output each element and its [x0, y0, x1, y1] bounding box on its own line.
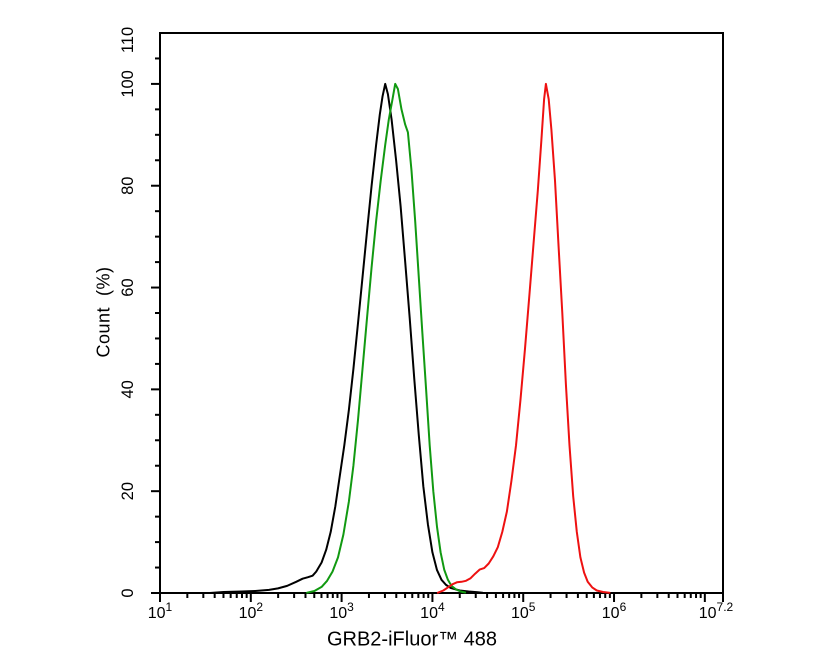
x-tick-label: 107.2 [699, 600, 734, 622]
y-tick-label: 0 [119, 588, 137, 597]
y-tick-label: 60 [119, 278, 137, 296]
histogram-curve-green [306, 82, 467, 594]
plot-frame [159, 32, 724, 594]
x-axis-title: GRB2-iFluor™ 488 [326, 628, 498, 651]
histogram-curve-black [208, 82, 484, 594]
y-axis-top-label: 110 [119, 27, 137, 53]
x-tick-label: 106 [602, 600, 627, 622]
y-axis-title: Count (%) [93, 266, 114, 358]
y-tick-label: 100 [119, 70, 137, 98]
x-tick-label: 104 [420, 600, 445, 622]
y-tick-label: 20 [119, 482, 137, 500]
x-tick-label: 105 [511, 600, 536, 622]
x-tick-label: 102 [239, 600, 264, 622]
histogram-curve-red [436, 82, 611, 594]
x-tick-label: 103 [329, 600, 354, 622]
y-tick-label: 40 [119, 380, 137, 398]
x-tick-label: 101 [148, 600, 173, 622]
y-tick-label: 80 [119, 177, 137, 195]
